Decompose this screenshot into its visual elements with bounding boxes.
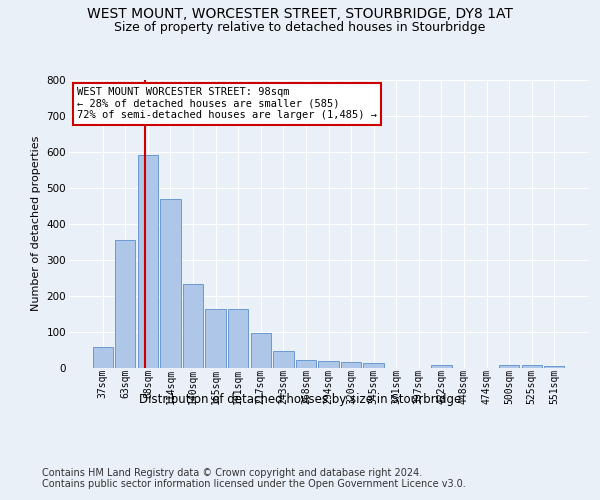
Bar [544,366,565,368]
Bar [183,284,203,368]
Text: WEST MOUNT, WORCESTER STREET, STOURBRIDGE, DY8 1AT: WEST MOUNT, WORCESTER STREET, STOURBRIDG… [87,8,513,22]
Bar [273,352,293,368]
Bar [115,240,136,368]
Bar [431,365,452,368]
Text: Size of property relative to detached houses in Stourbridge: Size of property relative to detached ho… [115,21,485,34]
Text: WEST MOUNT WORCESTER STREET: 98sqm
← 28% of detached houses are smaller (585)
72: WEST MOUNT WORCESTER STREET: 98sqm ← 28%… [77,87,377,120]
Bar [319,361,338,368]
Text: Contains HM Land Registry data © Crown copyright and database right 2024.
Contai: Contains HM Land Registry data © Crown c… [42,468,466,489]
Bar [160,198,181,368]
Bar [521,366,542,368]
Bar [296,360,316,368]
Bar [92,347,113,368]
Bar [138,156,158,368]
Bar [251,334,271,368]
Bar [228,309,248,368]
Y-axis label: Number of detached properties: Number of detached properties [31,136,41,312]
Bar [499,364,519,368]
Bar [341,362,361,368]
Bar [205,309,226,368]
Bar [364,363,384,368]
Text: Distribution of detached houses by size in Stourbridge: Distribution of detached houses by size … [139,392,461,406]
